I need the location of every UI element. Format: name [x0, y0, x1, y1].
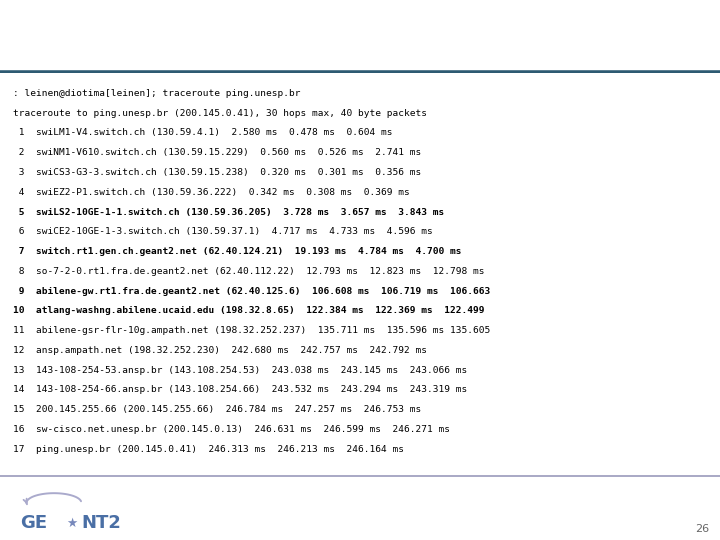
Text: 17  ping.unesp.br (200.145.0.41)  246.313 ms  246.213 ms  246.164 ms: 17 ping.unesp.br (200.145.0.41) 246.313 … — [13, 445, 404, 454]
Text: 8  so-7-2-0.rt1.fra.de.geant2.net (62.40.112.22)  12.793 ms  12.823 ms  12.798 m: 8 so-7-2-0.rt1.fra.de.geant2.net (62.40.… — [13, 267, 485, 276]
Text: 11  abilene-gsr-flr-10g.ampath.net (198.32.252.237)  135.711 ms  135.596 ms 135.: 11 abilene-gsr-flr-10g.ampath.net (198.3… — [13, 326, 490, 335]
Text: 9  abilene-gw.rt1.fra.de.geant2.net (62.40.125.6)  106.608 ms  106.719 ms  106.6: 9 abilene-gw.rt1.fra.de.geant2.net (62.4… — [13, 287, 490, 295]
Text: 7  switch.rt1.gen.ch.geant2.net (62.40.124.21)  19.193 ms  4.784 ms  4.700 ms: 7 switch.rt1.gen.ch.geant2.net (62.40.12… — [13, 247, 462, 256]
Text: 15  200.145.255.66 (200.145.255.66)  246.784 ms  247.257 ms  246.753 ms: 15 200.145.255.66 (200.145.255.66) 246.7… — [13, 405, 421, 414]
Text: 1  swiLM1-V4.switch.ch (130.59.4.1)  2.580 ms  0.478 ms  0.604 ms: 1 swiLM1-V4.switch.ch (130.59.4.1) 2.580… — [13, 129, 392, 137]
Text: 2  swiNM1-V610.switch.ch (130.59.15.229)  0.560 ms  0.526 ms  2.741 ms: 2 swiNM1-V610.switch.ch (130.59.15.229) … — [13, 148, 421, 157]
Text: 13  143-108-254-53.ansp.br (143.108.254.53)  243.038 ms  243.145 ms  243.066 ms: 13 143-108-254-53.ansp.br (143.108.254.5… — [13, 366, 467, 375]
Text: ★: ★ — [66, 517, 78, 530]
Text: traceroute to ping.unesp.br (200.145.0.41), 30 hops max, 40 byte packets: traceroute to ping.unesp.br (200.145.0.4… — [13, 109, 427, 118]
Text: 4  swiEZ2-P1.switch.ch (130.59.36.222)  0.342 ms  0.308 ms  0.369 ms: 4 swiEZ2-P1.switch.ch (130.59.36.222) 0.… — [13, 188, 410, 197]
Text: 10  atlang-washng.abilene.ucaid.edu (198.32.8.65)  122.384 ms  122.369 ms  122.4: 10 atlang-washng.abilene.ucaid.edu (198.… — [13, 306, 485, 315]
Text: 26: 26 — [695, 524, 709, 534]
Text: TRACEROUTE: DOMAIN BOUNDARIES (2): TRACEROUTE: DOMAIN BOUNDARIES (2) — [13, 24, 545, 49]
Text: 16  sw-cisco.net.unesp.br (200.145.0.13)  246.631 ms  246.599 ms  246.271 ms: 16 sw-cisco.net.unesp.br (200.145.0.13) … — [13, 425, 450, 434]
Text: 12  ansp.ampath.net (198.32.252.230)  242.680 ms  242.757 ms  242.792 ms: 12 ansp.ampath.net (198.32.252.230) 242.… — [13, 346, 427, 355]
Text: 6  swiCE2-10GE-1-3.switch.ch (130.59.37.1)  4.717 ms  4.733 ms  4.596 ms: 6 swiCE2-10GE-1-3.switch.ch (130.59.37.1… — [13, 227, 433, 237]
Text: NT2: NT2 — [81, 514, 121, 531]
Text: : leinen@diotima[leinen]; traceroute ping.unesp.br: : leinen@diotima[leinen]; traceroute pin… — [13, 89, 300, 98]
Text: 3  swiCS3-G3-3.switch.ch (130.59.15.238)  0.320 ms  0.301 ms  0.356 ms: 3 swiCS3-G3-3.switch.ch (130.59.15.238) … — [13, 168, 421, 177]
Text: 14  143-108-254-66.ansp.br (143.108.254.66)  243.532 ms  243.294 ms  243.319 ms: 14 143-108-254-66.ansp.br (143.108.254.6… — [13, 386, 467, 394]
Text: 5  swiLS2-10GE-1-1.switch.ch (130.59.36.205)  3.728 ms  3.657 ms  3.843 ms: 5 swiLS2-10GE-1-1.switch.ch (130.59.36.2… — [13, 207, 444, 217]
Text: GE: GE — [20, 514, 48, 531]
